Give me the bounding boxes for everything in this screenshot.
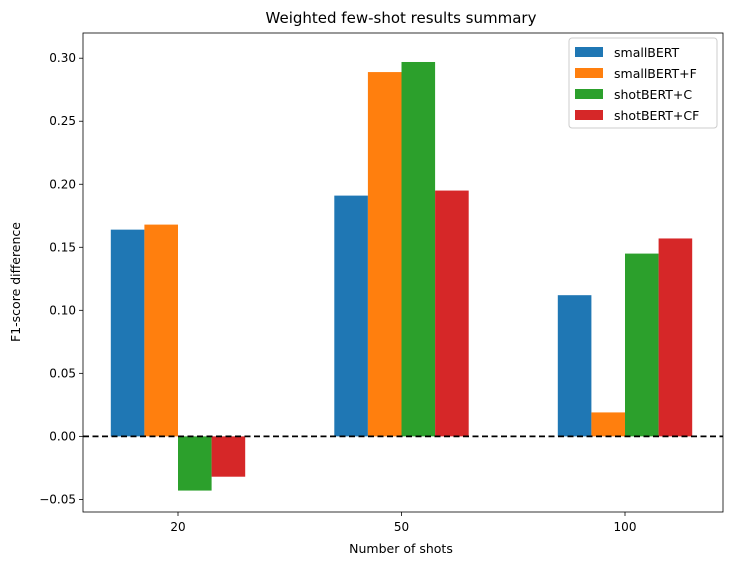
legend-label: smallBERT+F: [614, 66, 697, 81]
y-tick-label: 0.15: [49, 240, 76, 254]
y-tick-label: 0.20: [49, 177, 76, 191]
x-tick-label: 100: [614, 520, 637, 534]
chart-title: Weighted few-shot results summary: [266, 9, 537, 27]
legend-swatch: [575, 47, 603, 57]
bar-shotbert-cf-50: [435, 190, 469, 437]
y-tick-label: 0.05: [49, 366, 76, 380]
bar-smallbert-f-50: [367, 72, 402, 437]
legend-label: shotBERT+CF: [614, 108, 699, 123]
y-axis-label: F1-score difference: [8, 222, 23, 342]
bar-smallbert-20: [110, 229, 145, 437]
legend: smallBERT smallBERT+F shotBERT+C shotBERT+C…: [568, 37, 718, 129]
legend-label: shotBERT+C: [614, 87, 692, 102]
bar-shotbert-c-100: [625, 253, 659, 437]
y-tick-label: 0.30: [49, 51, 76, 65]
bar-smallbert-f-20: [144, 224, 178, 437]
x-tick-label: 20: [170, 520, 185, 534]
bar-shotbert-c-50: [401, 61, 436, 437]
bar-smallbert-100: [557, 295, 592, 437]
legend-box: [568, 37, 718, 129]
bar-smallbert-f-100: [591, 412, 625, 437]
x-tick-label: 50: [394, 520, 409, 534]
y-tick-label: 0.00: [49, 429, 76, 443]
bar-smallbert-50: [334, 195, 368, 437]
bar-shotbert-c-20: [178, 436, 212, 491]
y-tick-label: 0.25: [49, 114, 76, 128]
legend-swatch: [575, 110, 603, 120]
legend-swatch: [575, 89, 603, 99]
y-tick-label: −0.05: [39, 492, 76, 506]
plot-area: −0.05 0.00 0.05 0.10 0.15 0.20 0.25 0.30 20 50 100: [39, 32, 724, 534]
bar-shotbert-cf-20: [211, 436, 246, 477]
plot-frame: [82, 32, 724, 513]
x-axis-label: Number of shots: [349, 541, 453, 556]
y-tick-label: 0.10: [49, 303, 76, 317]
bar-shotbert-cf-100: [658, 238, 693, 437]
legend-swatch: [575, 68, 603, 78]
legend-label: smallBERT: [614, 45, 680, 60]
